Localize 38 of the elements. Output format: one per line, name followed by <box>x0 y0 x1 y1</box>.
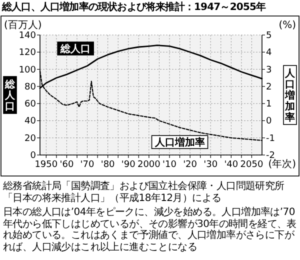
y2-tick-label: 5 <box>266 31 272 41</box>
y2-tick-label: 4 <box>266 48 272 58</box>
x-tick-label: '20 <box>183 160 198 170</box>
y2-tick-label: -1 <box>266 134 275 144</box>
series-label: 人口増加率 <box>154 136 205 149</box>
y-tick-label: 140 <box>18 31 36 41</box>
y-tick-label: 100 <box>18 65 36 76</box>
x-tick-label: '40 <box>224 160 238 170</box>
y2-tick-label: 1 <box>266 100 272 110</box>
y2-tick-label: -2 <box>266 151 275 161</box>
text: 日本の総人口は’04年をピークに、減少を始める。人口増加率は’70年代から低下しはじめているが、その影響が30年の時間を経て、表れ始めている。これはあくまで予測値で、人口増加率がさらに下がれば、人口減少はこれ以上に進むことになる <box>2 207 298 253</box>
text: 総務省統計局「国勢調査」および国立社会保障・人口問題研究所 <box>3 181 286 192</box>
y-tick-label: 20 <box>24 134 36 144</box>
x-tick-label: '30 <box>204 160 218 170</box>
series-label: 総人口 <box>60 43 91 55</box>
y-tick-label: 60 <box>24 100 36 110</box>
y-tick-label: 120 <box>18 48 36 58</box>
x-tick-label: '10 <box>162 160 177 170</box>
y-tick-label: 80 <box>24 82 36 92</box>
text: 「日本の将来推計人口」（平成18年12月）による <box>3 192 222 204</box>
x-tick-label: '70 <box>80 160 95 170</box>
chart-title: 総人口、人口増加率の現状および将来推計：1947～2055年 <box>0 0 267 15</box>
y-axis-title: 総人口 <box>4 78 16 112</box>
y2-tick-label: 3 <box>266 65 272 76</box>
x-tick-label: '90 <box>121 160 136 170</box>
x-tick-label: '60 <box>60 160 74 170</box>
x-tick-label: '80 <box>100 160 116 170</box>
y2-tick-label: 2 <box>266 82 272 92</box>
y2-axis-title: 人口増加率 <box>284 68 296 124</box>
x-tick-label: 2050 <box>240 160 264 170</box>
y-tick-label: 0 <box>30 151 36 161</box>
y-tick-label: 40 <box>24 116 36 127</box>
text: (年次) <box>268 158 296 170</box>
text: (%) <box>278 20 296 31</box>
x-tick-label: 2000 <box>137 160 161 170</box>
y2-tick-label: 0 <box>266 116 272 127</box>
x-tick-label: 1950 <box>34 160 58 170</box>
text: (百万人) <box>4 20 42 31</box>
